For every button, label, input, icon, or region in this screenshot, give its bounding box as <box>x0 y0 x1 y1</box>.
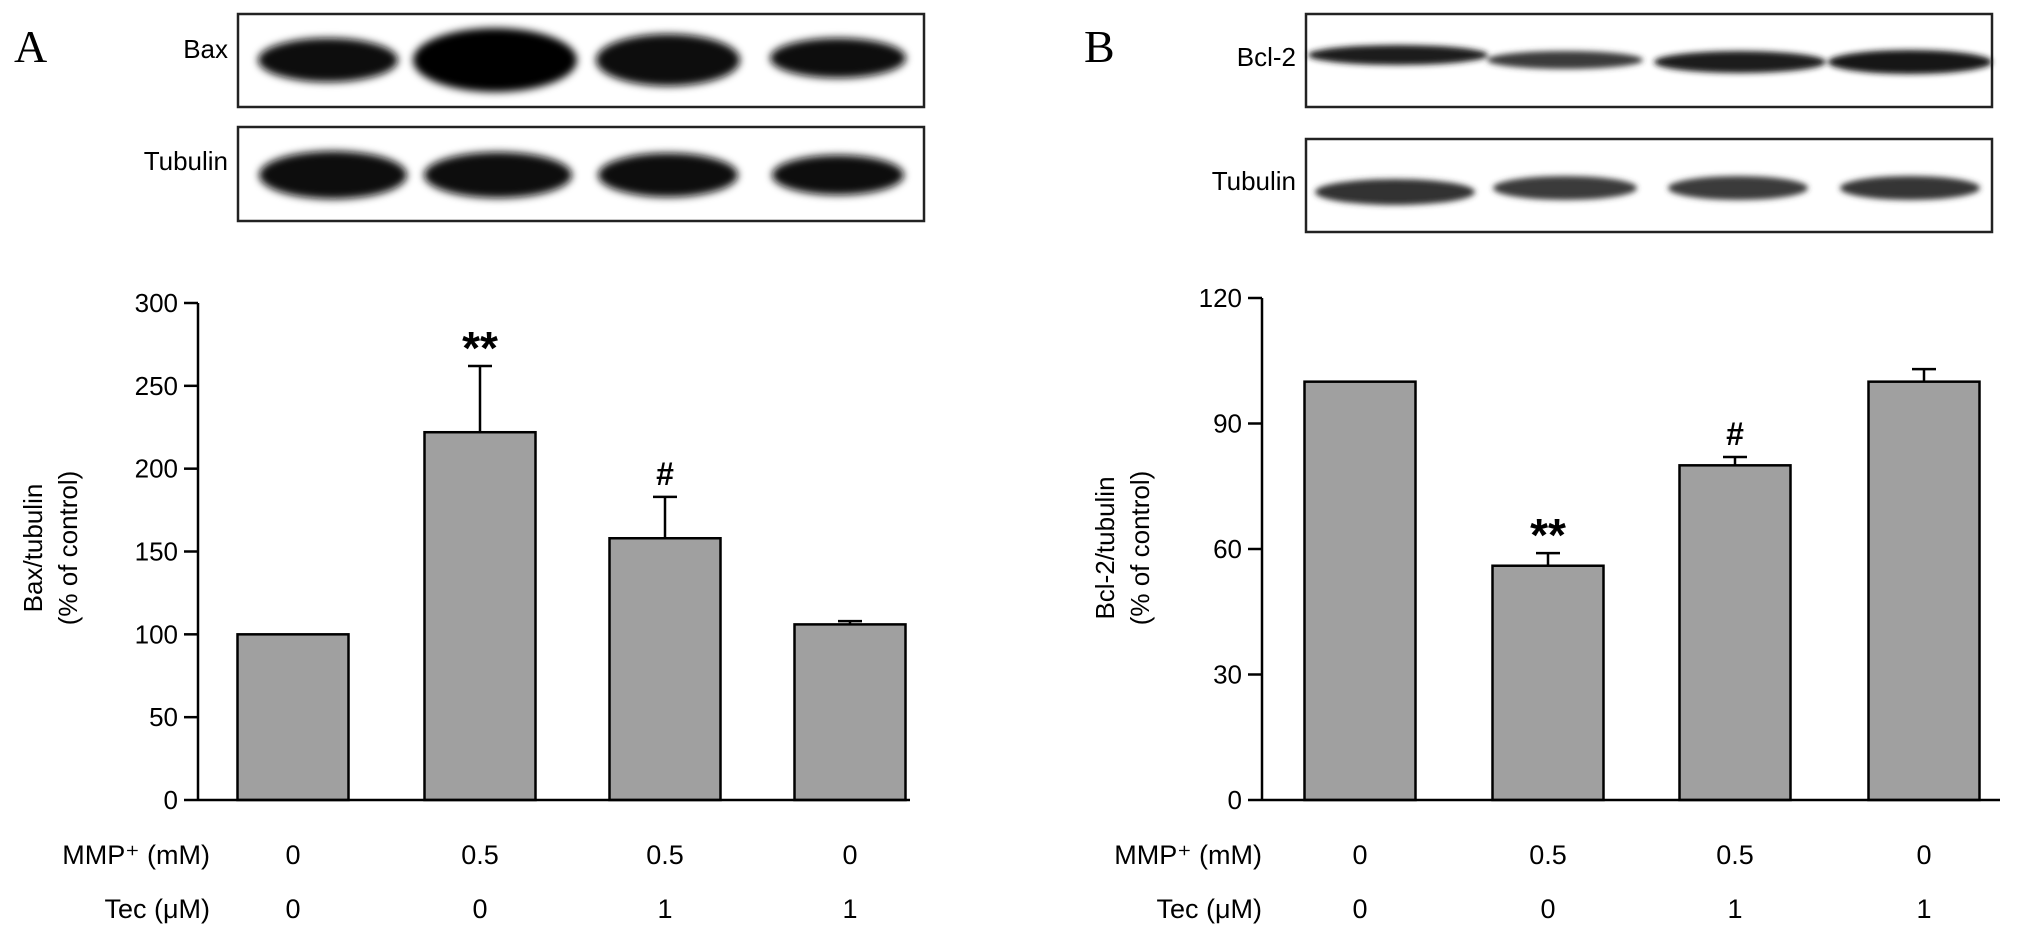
panel-b: B Bcl-2 Tubulin Bcl-2/tubulin (% of c <box>1084 12 2000 924</box>
cond-a-tec-1: 0 <box>285 894 300 924</box>
blot-label-bax: Bax <box>183 34 228 64</box>
cond-b-mmp-1: 0 <box>1352 840 1367 870</box>
blot-bax <box>236 12 926 109</box>
cond-a-mmp-2: 0.5 <box>461 840 499 870</box>
cond-a-mmp-3: 0.5 <box>646 840 684 870</box>
cond-b-mmp-2: 0.5 <box>1529 840 1567 870</box>
chart-a-y-tick-label: 50 <box>149 702 178 732</box>
chart-b-y-tick-label: 60 <box>1213 534 1242 564</box>
chart-a: 0 50 100 150 200 250 300 ** # <box>135 288 910 815</box>
chart-b-bar-1 <box>1303 380 1417 802</box>
blot-bax-band-2 <box>413 28 577 92</box>
blot-tubulin-b <box>1304 137 1994 234</box>
blot-bcl2-band-3 <box>1654 51 1826 73</box>
blot-tubulin-b-band-1 <box>1315 179 1475 205</box>
blot-tubulin-a-band-3 <box>598 153 738 197</box>
ylabel-a-line2: (% of control) <box>53 471 83 626</box>
chart-a-bar-4 <box>793 623 907 802</box>
chart-a-y-tick-label: 100 <box>135 619 178 649</box>
ylabel-b-line1: Bcl-2/tubulin <box>1090 476 1120 619</box>
blot-bax-band-4 <box>770 38 906 78</box>
blot-tubulin-a <box>236 125 926 223</box>
condition-label-b-tec: Tec (μM) <box>1156 894 1262 924</box>
chart-b-significance-2: ** <box>1530 509 1566 561</box>
cond-a-mmp-1: 0 <box>285 840 300 870</box>
blot-tubulin-b-band-2 <box>1493 176 1637 200</box>
chart-a-y-tick-label: 250 <box>135 371 178 401</box>
ylabel-a-line1: Bax/tubulin <box>18 484 48 613</box>
chart-a-bar-2 <box>423 430 537 802</box>
blot-tubulin-a-band-4 <box>772 155 904 195</box>
blot-tubulin-b-band-3 <box>1668 176 1808 200</box>
blot-bax-band-3 <box>596 34 740 86</box>
cond-b-tec-3: 1 <box>1727 894 1742 924</box>
condition-label-a-mmp: MMP⁺ (mM) <box>62 840 210 870</box>
cond-b-tec-2: 0 <box>1540 894 1555 924</box>
blot-tubulin-a-band-2 <box>424 152 572 198</box>
blot-bax-band-1 <box>258 38 398 82</box>
panel-letter-b: B <box>1084 21 1115 72</box>
cond-a-tec-4: 1 <box>842 894 857 924</box>
blot-label-tubulin-a: Tubulin <box>144 146 228 176</box>
blot-bcl2-band-2 <box>1487 51 1643 69</box>
blot-label-bcl2: Bcl-2 <box>1237 42 1296 72</box>
chart-a-bar-3 <box>608 536 722 802</box>
blot-tubulin-b-band-4 <box>1840 176 1980 200</box>
condition-label-a-tec: Tec (μM) <box>104 894 210 924</box>
chart-b-y-tick-label: 90 <box>1213 409 1242 439</box>
cond-b-tec-1: 0 <box>1352 894 1367 924</box>
chart-b-bar-3 <box>1678 464 1792 802</box>
chart-a-y-tick-label: 200 <box>135 454 178 484</box>
chart-a-significance-2: ** <box>462 322 498 374</box>
cond-a-mmp-4: 0 <box>842 840 857 870</box>
condition-label-b-mmp: MMP⁺ (mM) <box>1114 840 1262 870</box>
panel-a: A Bax Tubulin Bax/tubulin (% of contr <box>14 12 926 924</box>
chart-a-y-tick-label: 300 <box>135 288 178 318</box>
blot-bcl2-band-4 <box>1828 50 1992 74</box>
panel-letter-a: A <box>14 21 47 72</box>
cond-b-mmp-3: 0.5 <box>1716 840 1754 870</box>
chart-a-y-tick-label: 0 <box>164 785 178 815</box>
blot-bcl2-band-1 <box>1308 45 1488 65</box>
cond-a-tec-3: 1 <box>657 894 672 924</box>
cond-a-tec-2: 0 <box>472 894 487 924</box>
chart-b-y-tick-label: 120 <box>1199 283 1242 313</box>
blot-label-tubulin-b: Tubulin <box>1212 166 1296 196</box>
blot-tubulin-a-band-1 <box>259 151 407 199</box>
chart-a-significance-3: # <box>656 456 674 492</box>
chart-b-y-tick-label: 0 <box>1228 785 1242 815</box>
chart-b-bar-2 <box>1491 564 1605 802</box>
blot-bcl2 <box>1304 12 1994 109</box>
chart-b-y-tick-label: 30 <box>1213 660 1242 690</box>
chart-b-significance-3: # <box>1726 416 1744 452</box>
chart-a-bar-1 <box>236 633 350 802</box>
chart-b-bar-4 <box>1867 380 1981 802</box>
cond-b-mmp-4: 0 <box>1916 840 1931 870</box>
chart-a-y-tick-label: 150 <box>135 537 178 567</box>
cond-b-tec-4: 1 <box>1916 894 1931 924</box>
chart-b: 0 30 60 90 120 ** # <box>1199 283 2000 815</box>
ylabel-b-line2: (% of control) <box>1125 471 1155 626</box>
